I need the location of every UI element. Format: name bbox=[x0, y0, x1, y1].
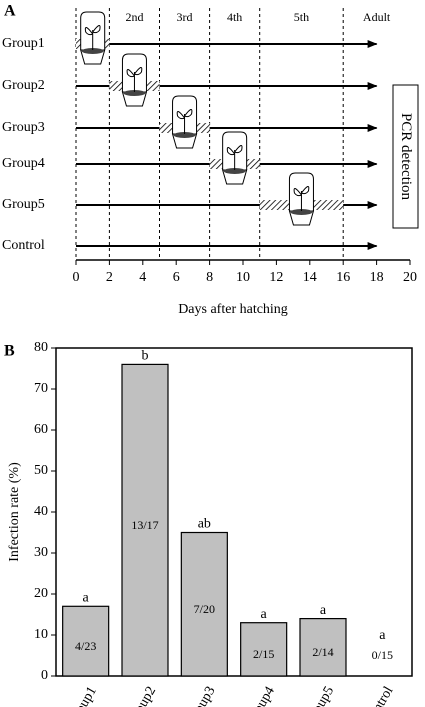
leaf bbox=[84, 27, 94, 36]
row-label: Group4 bbox=[2, 156, 45, 171]
panel-label: B bbox=[4, 343, 15, 360]
y-tick-label: 0 bbox=[41, 668, 48, 683]
x-tick-label: Group4 bbox=[244, 684, 278, 707]
x-tick-label: Group1 bbox=[66, 684, 100, 707]
stage-label: Adult bbox=[363, 10, 391, 24]
y-tick-label: 50 bbox=[34, 463, 48, 478]
stage-label: 4th bbox=[227, 10, 242, 24]
leaf bbox=[92, 25, 101, 34]
x-tick-label: 12 bbox=[269, 270, 283, 285]
plant-icon bbox=[288, 172, 315, 226]
leaf bbox=[184, 109, 193, 118]
sample-label: 2/15 bbox=[253, 647, 274, 661]
plant-icon bbox=[171, 95, 198, 149]
leaf bbox=[126, 69, 135, 78]
x-tick-label: 2 bbox=[106, 270, 113, 285]
x-tick-label: 14 bbox=[303, 270, 317, 285]
x-tick-label: 0 bbox=[73, 270, 80, 285]
y-axis-title: Infection rate (%) bbox=[7, 462, 22, 562]
x-axis-title: Days after hatching bbox=[178, 302, 288, 317]
x-tick-label: 6 bbox=[173, 270, 180, 285]
x-tick-label: 10 bbox=[236, 270, 250, 285]
side-label: PCR detection bbox=[398, 113, 414, 201]
row-label: Control bbox=[2, 238, 45, 253]
leaf bbox=[293, 188, 302, 197]
plot-frame bbox=[55, 347, 413, 677]
row-label: Group3 bbox=[2, 120, 45, 135]
side-box bbox=[392, 84, 419, 229]
leaf bbox=[176, 111, 185, 120]
significance-label: a bbox=[320, 603, 327, 618]
x-tick-label: Group2 bbox=[125, 684, 159, 707]
soil bbox=[290, 209, 313, 215]
leaf bbox=[234, 145, 243, 154]
soil bbox=[81, 48, 104, 54]
x-tick-label: 4 bbox=[139, 270, 146, 285]
bar bbox=[240, 622, 288, 677]
stage-label: 3rd bbox=[177, 10, 193, 24]
x-tick-label: 18 bbox=[370, 270, 384, 285]
x-tick-label: Group3 bbox=[184, 684, 218, 707]
soil bbox=[123, 90, 146, 96]
row-label: Group2 bbox=[2, 78, 45, 93]
plant-icon bbox=[221, 131, 248, 185]
stage-label: 5th bbox=[294, 10, 309, 24]
soil bbox=[173, 132, 196, 138]
x-tick-label: 8 bbox=[206, 270, 213, 285]
stage-label: 2nd bbox=[125, 10, 143, 24]
bar bbox=[62, 605, 110, 677]
leaf bbox=[301, 186, 310, 195]
leaf bbox=[226, 147, 236, 156]
significance-label: a bbox=[379, 628, 386, 643]
y-tick-label: 40 bbox=[34, 504, 48, 519]
x-tick-label: 20 bbox=[403, 270, 417, 285]
leaf bbox=[134, 67, 143, 76]
y-tick-label: 70 bbox=[34, 381, 48, 396]
bar bbox=[121, 363, 169, 677]
sample-label: 4/23 bbox=[75, 639, 96, 653]
x-tick-label: 16 bbox=[336, 270, 350, 285]
bar bbox=[299, 617, 347, 677]
row-label: Group1 bbox=[2, 36, 45, 51]
y-tick-label: 20 bbox=[34, 586, 48, 601]
y-tick-label: 80 bbox=[34, 340, 48, 355]
panel-label: A bbox=[4, 3, 16, 20]
sample-label: 13/17 bbox=[131, 518, 158, 532]
y-tick-label: 30 bbox=[34, 545, 48, 560]
bar bbox=[180, 531, 228, 677]
sample-label: 2/14 bbox=[312, 645, 333, 659]
significance-label: a bbox=[261, 607, 268, 622]
significance-label: ab bbox=[198, 517, 211, 532]
x-tick-label: Control bbox=[362, 684, 396, 707]
sample-label: 7/20 bbox=[194, 602, 215, 616]
significance-label: a bbox=[83, 591, 90, 606]
significance-label: b bbox=[142, 349, 149, 364]
sample-label: 0/15 bbox=[372, 648, 393, 662]
plant-icon bbox=[80, 11, 106, 65]
x-tick-label: Group5 bbox=[303, 684, 337, 707]
plant-icon bbox=[121, 53, 148, 107]
y-tick-label: 10 bbox=[34, 627, 48, 642]
y-tick-label: 60 bbox=[34, 422, 48, 437]
row-label: Group5 bbox=[2, 197, 45, 212]
soil bbox=[223, 168, 246, 174]
